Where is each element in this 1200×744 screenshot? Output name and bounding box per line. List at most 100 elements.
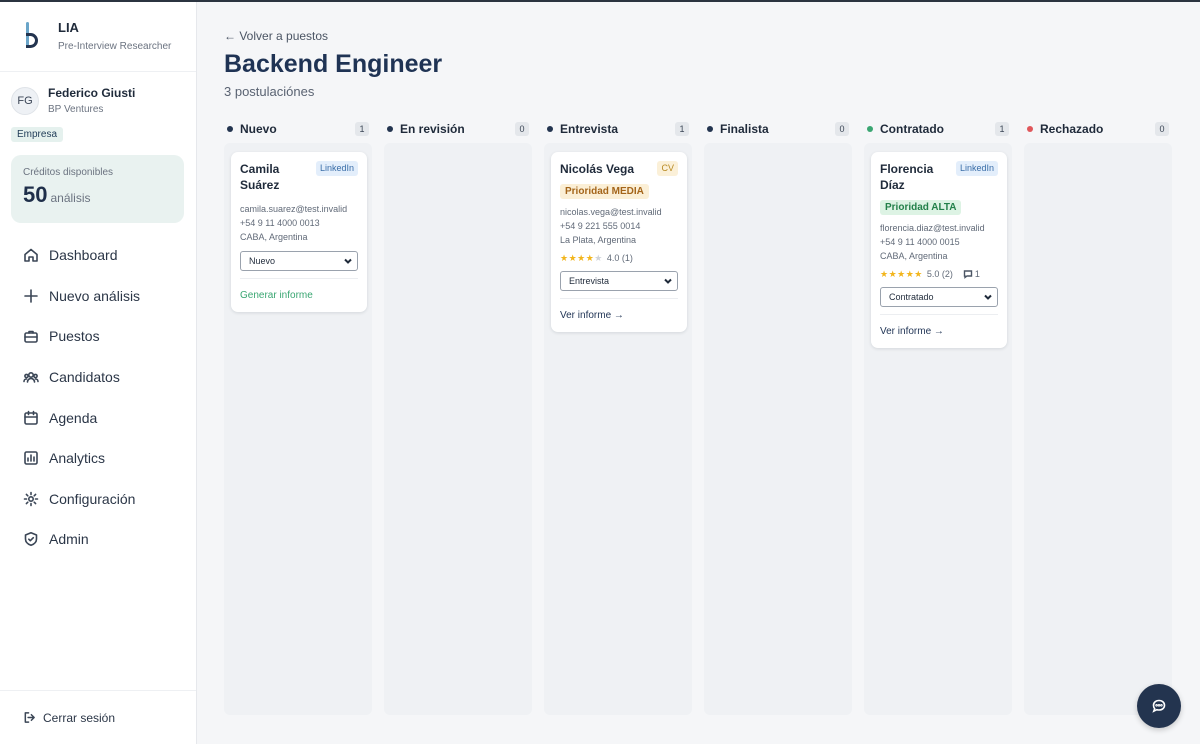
sidebar-item-label: Analytics [49, 450, 106, 467]
avatar: FG [11, 86, 39, 115]
logout-button[interactable]: Cerrar sesión [0, 690, 196, 744]
star-rating: ★★★★★ [560, 252, 603, 263]
chevron-down-icon [984, 294, 992, 300]
candidate-email: camila.suarez@test.invalid [240, 204, 348, 214]
home-icon [24, 248, 38, 263]
sidebar-item-dashboard[interactable]: Dashboard [0, 235, 196, 276]
column-header: En revisión 0 [384, 119, 532, 139]
source-badge: LinkedIn [955, 161, 998, 176]
column-title: Entrevista [560, 122, 619, 136]
kanban-board: Nuevo 1 Camila Suárez LinkedIn camila.su… [224, 119, 1174, 715]
column-rechazado: Rechazado 0 [1024, 119, 1172, 715]
source-badge: CV [657, 161, 678, 176]
back-link[interactable]: ← Volver a puestos [224, 29, 329, 43]
rating-text: 4.0 (1) [606, 253, 633, 263]
column-title: Rechazado [1040, 122, 1104, 136]
role-badge: Empresa [11, 127, 64, 142]
column-count: 0 [835, 122, 849, 136]
user-org: BP Ventures [48, 104, 104, 115]
status-dot [547, 126, 553, 132]
brand-logo [24, 22, 42, 52]
candidate-location: CABA, Argentina [240, 232, 308, 242]
source-badge: LinkedIn [315, 161, 358, 176]
briefcase-icon [24, 331, 38, 344]
sidebar-item-configuracion[interactable]: Configuración [0, 479, 196, 520]
status-select[interactable]: Entrevista [560, 271, 678, 291]
rating: ★★★★★ 5.0 (2) 1 [880, 268, 998, 280]
brand: LIA Pre-Interview Researcher [0, 2, 196, 72]
gear-icon [23, 491, 39, 507]
column-title: Finalista [720, 122, 769, 136]
candidate-location: CABA, Argentina [880, 251, 948, 261]
candidate-card[interactable]: Florencia Díaz LinkedIn Prioridad ALTA f… [871, 152, 1007, 348]
column-dropzone[interactable]: Florencia Díaz LinkedIn Prioridad ALTA f… [864, 143, 1012, 715]
column-header: Finalista 0 [704, 119, 852, 139]
candidate-card[interactable]: Camila Suárez LinkedIn camila.suarez@tes… [231, 152, 367, 312]
status-dot [1027, 126, 1033, 132]
status-dot [387, 126, 393, 132]
sidebar-item-candidatos[interactable]: Candidatos [0, 357, 196, 398]
status-select-value: Nuevo [249, 256, 276, 266]
comments-count: 1 [963, 269, 980, 279]
status-select[interactable]: Contratado [880, 287, 998, 307]
candidate-contact: florencia.diaz@test.invalid +54 9 11 400… [880, 221, 998, 263]
sidebar-item-label: Puestos [49, 328, 100, 345]
column-dropzone[interactable]: Camila Suárez LinkedIn camila.suarez@tes… [224, 143, 372, 715]
column-count: 1 [995, 122, 1009, 136]
column-dropzone[interactable] [384, 143, 532, 715]
shield-icon [24, 532, 38, 547]
view-report-link[interactable]: Ver informe → [560, 298, 678, 332]
status-dot [867, 126, 873, 132]
column-header: Contratado 1 [864, 119, 1012, 139]
credits-value: 50 [23, 182, 48, 207]
rating: ★★★★★ 4.0 (1) [560, 252, 678, 264]
candidate-name: Nicolás Vega [560, 162, 635, 176]
sidebar-item-admin[interactable]: Admin [0, 519, 196, 560]
page-title: Backend Engineer [224, 50, 443, 78]
chat-button[interactable] [1137, 684, 1181, 728]
column-title: Contratado [880, 122, 944, 136]
sidebar-item-analytics[interactable]: Analytics [0, 438, 196, 479]
candidate-location: La Plata, Argentina [560, 235, 637, 245]
candidate-phone: +54 9 11 4000 0013 [240, 218, 320, 228]
view-report-link[interactable]: Ver informe → [880, 314, 998, 348]
candidate-email: nicolas.vega@test.invalid [560, 207, 662, 217]
page-subtitle: 3 postulaciónes [224, 84, 315, 99]
plus-icon [24, 289, 38, 303]
star-rating: ★★★★★ [880, 268, 923, 279]
candidate-contact: camila.suarez@test.invalid +54 9 11 4000… [240, 202, 358, 244]
comment-icon [963, 270, 973, 279]
column-count: 0 [1155, 122, 1169, 136]
logout-icon [24, 712, 35, 723]
sidebar-item-label: Configuración [49, 490, 136, 507]
column-header: Nuevo 1 [224, 119, 372, 139]
column-en-revision: En revisión 0 [384, 119, 532, 715]
column-nuevo: Nuevo 1 Camila Suárez LinkedIn camila.su… [224, 119, 372, 715]
column-dropzone[interactable] [704, 143, 852, 715]
chevron-down-icon [664, 278, 672, 284]
column-title: Nuevo [240, 122, 277, 136]
status-select[interactable]: Nuevo [240, 251, 358, 271]
candidate-card[interactable]: Nicolás Vega CV Prioridad MEDIA nicolas.… [551, 152, 687, 332]
sidebar-item-label: Agenda [49, 409, 98, 426]
status-select-value: Entrevista [569, 276, 610, 286]
credits-card: Créditos disponibles 50 análisis [11, 155, 184, 223]
generate-report-link[interactable]: Generar informe [240, 278, 358, 312]
column-header: Rechazado 0 [1024, 119, 1172, 139]
candidate-name: Florencia Díaz [880, 162, 934, 192]
calendar-icon [24, 410, 38, 425]
sidebar-item-label: Admin [49, 531, 89, 548]
sidebar-item-agenda[interactable]: Agenda [0, 397, 196, 438]
chat-icon [1152, 699, 1166, 713]
candidate-contact: nicolas.vega@test.invalid +54 9 221 555 … [560, 205, 678, 247]
sidebar-item-label: Nuevo análisis [49, 287, 141, 304]
column-dropzone[interactable]: Nicolás Vega CV Prioridad MEDIA nicolas.… [544, 143, 692, 715]
users-icon [23, 372, 39, 383]
column-count: 1 [355, 122, 369, 136]
status-dot [227, 126, 233, 132]
sidebar-item-nuevo-analisis[interactable]: Nuevo análisis [0, 276, 196, 317]
sidebar-nav: Dashboard Nuevo análisis Puestos Candida… [0, 235, 196, 560]
candidate-email: florencia.diaz@test.invalid [880, 223, 985, 233]
sidebar-item-puestos[interactable]: Puestos [0, 316, 196, 357]
column-dropzone[interactable] [1024, 143, 1172, 715]
